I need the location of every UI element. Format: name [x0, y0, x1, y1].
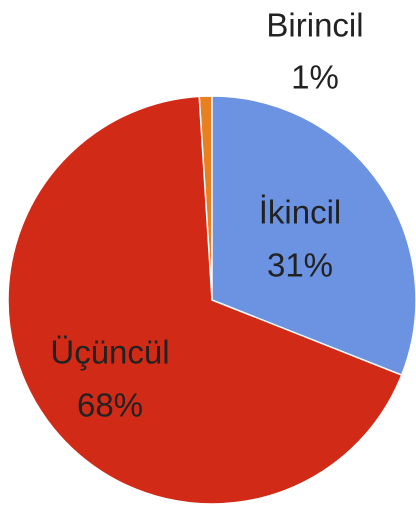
slice-value-label: 1% [291, 59, 339, 96]
slice-label: İkincil [259, 194, 342, 231]
slice-label: Üçüncül [50, 334, 169, 371]
pie-slice [7, 95, 403, 505]
slice-value-label: 68% [77, 387, 143, 424]
pie-slice [211, 95, 416, 377]
slice-label: Birincil [266, 7, 363, 44]
slice-value-label: 31% [267, 247, 333, 284]
